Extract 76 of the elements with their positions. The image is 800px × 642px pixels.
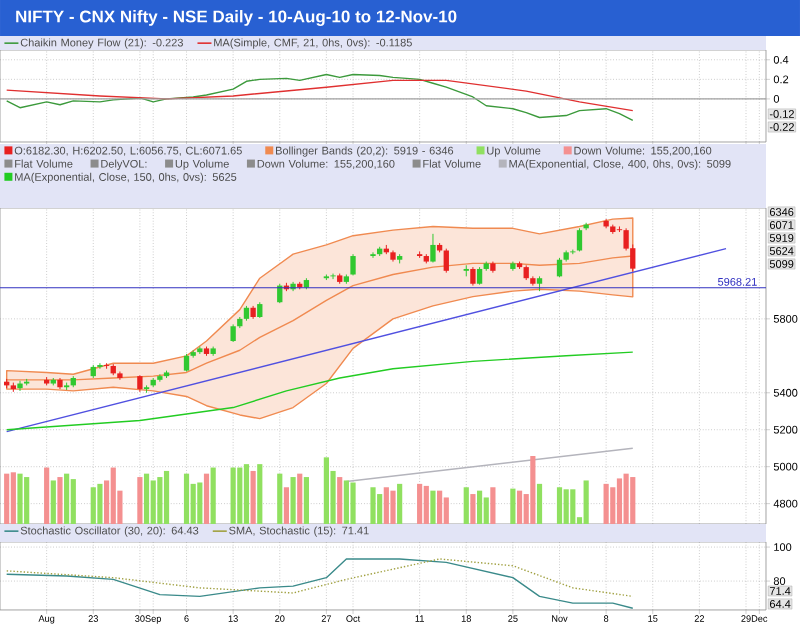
- bar: [430, 490, 436, 524]
- bar: [110, 467, 116, 524]
- bar: [203, 473, 210, 524]
- candlestick: [443, 248, 449, 274]
- bar: [303, 477, 310, 524]
- bar: [157, 477, 163, 524]
- line-series: [5, 351, 634, 431]
- bar: [623, 473, 629, 524]
- bar: [143, 473, 150, 524]
- bar: [563, 489, 569, 524]
- bar: [4, 473, 10, 524]
- bar: [323, 457, 329, 524]
- bar: [137, 477, 143, 524]
- bar: [370, 487, 376, 524]
- bar: [570, 489, 576, 524]
- bar: [230, 467, 236, 524]
- bar: [377, 494, 383, 524]
- bar: [237, 467, 243, 524]
- bar: [423, 485, 429, 524]
- bar: [463, 487, 469, 524]
- bar: [530, 455, 536, 524]
- bar: [44, 467, 50, 524]
- bar: [10, 472, 16, 524]
- bar: [290, 477, 296, 524]
- bar: [397, 483, 403, 524]
- bar: [536, 483, 543, 524]
- bar: [17, 473, 23, 524]
- bar: [383, 487, 389, 524]
- bar: [250, 470, 256, 524]
- bar: [603, 483, 609, 524]
- bar: [150, 480, 156, 524]
- bar: [64, 473, 70, 524]
- line-series: [5, 558, 634, 609]
- candlestick: [430, 233, 436, 263]
- bar: [24, 477, 30, 524]
- bar: [50, 480, 56, 524]
- bar: [97, 483, 103, 524]
- bar: [343, 480, 349, 524]
- bar: [443, 497, 449, 524]
- bar: [197, 482, 203, 524]
- bar: [183, 473, 190, 524]
- bar: [476, 490, 483, 524]
- candlestick: [556, 257, 563, 278]
- bar: [583, 480, 589, 524]
- bar: [257, 464, 263, 524]
- candlestick: [157, 373, 163, 383]
- candlestick: [470, 266, 476, 287]
- bar: [437, 490, 443, 524]
- candlestick: [17, 380, 23, 392]
- bar: [163, 470, 170, 524]
- line-series: [5, 73, 634, 122]
- bar: [70, 479, 76, 524]
- bar: [516, 490, 523, 524]
- bar: [483, 497, 489, 524]
- line-series: [5, 79, 634, 112]
- bar: [57, 477, 63, 524]
- candlestick: [583, 222, 589, 231]
- bar: [510, 488, 516, 524]
- bar: [350, 482, 356, 524]
- line-series: [5, 558, 634, 598]
- bar: [90, 487, 96, 524]
- bar: [390, 490, 396, 524]
- bar: [283, 487, 290, 524]
- bar: [417, 483, 423, 524]
- bar: [243, 464, 250, 524]
- bar: [630, 477, 636, 524]
- bar: [616, 478, 623, 524]
- bar: [556, 487, 563, 524]
- chart-title: NIFTY - CNX Nifty - NSE Daily - 10-Aug-10 to 12-Nov-10: [16, 10, 457, 26]
- bar: [297, 473, 303, 524]
- candlestick: [576, 227, 583, 252]
- bar: [210, 467, 216, 524]
- bar: [337, 477, 343, 524]
- bar: [490, 487, 496, 524]
- bar: [470, 494, 476, 524]
- bar: [277, 473, 283, 524]
